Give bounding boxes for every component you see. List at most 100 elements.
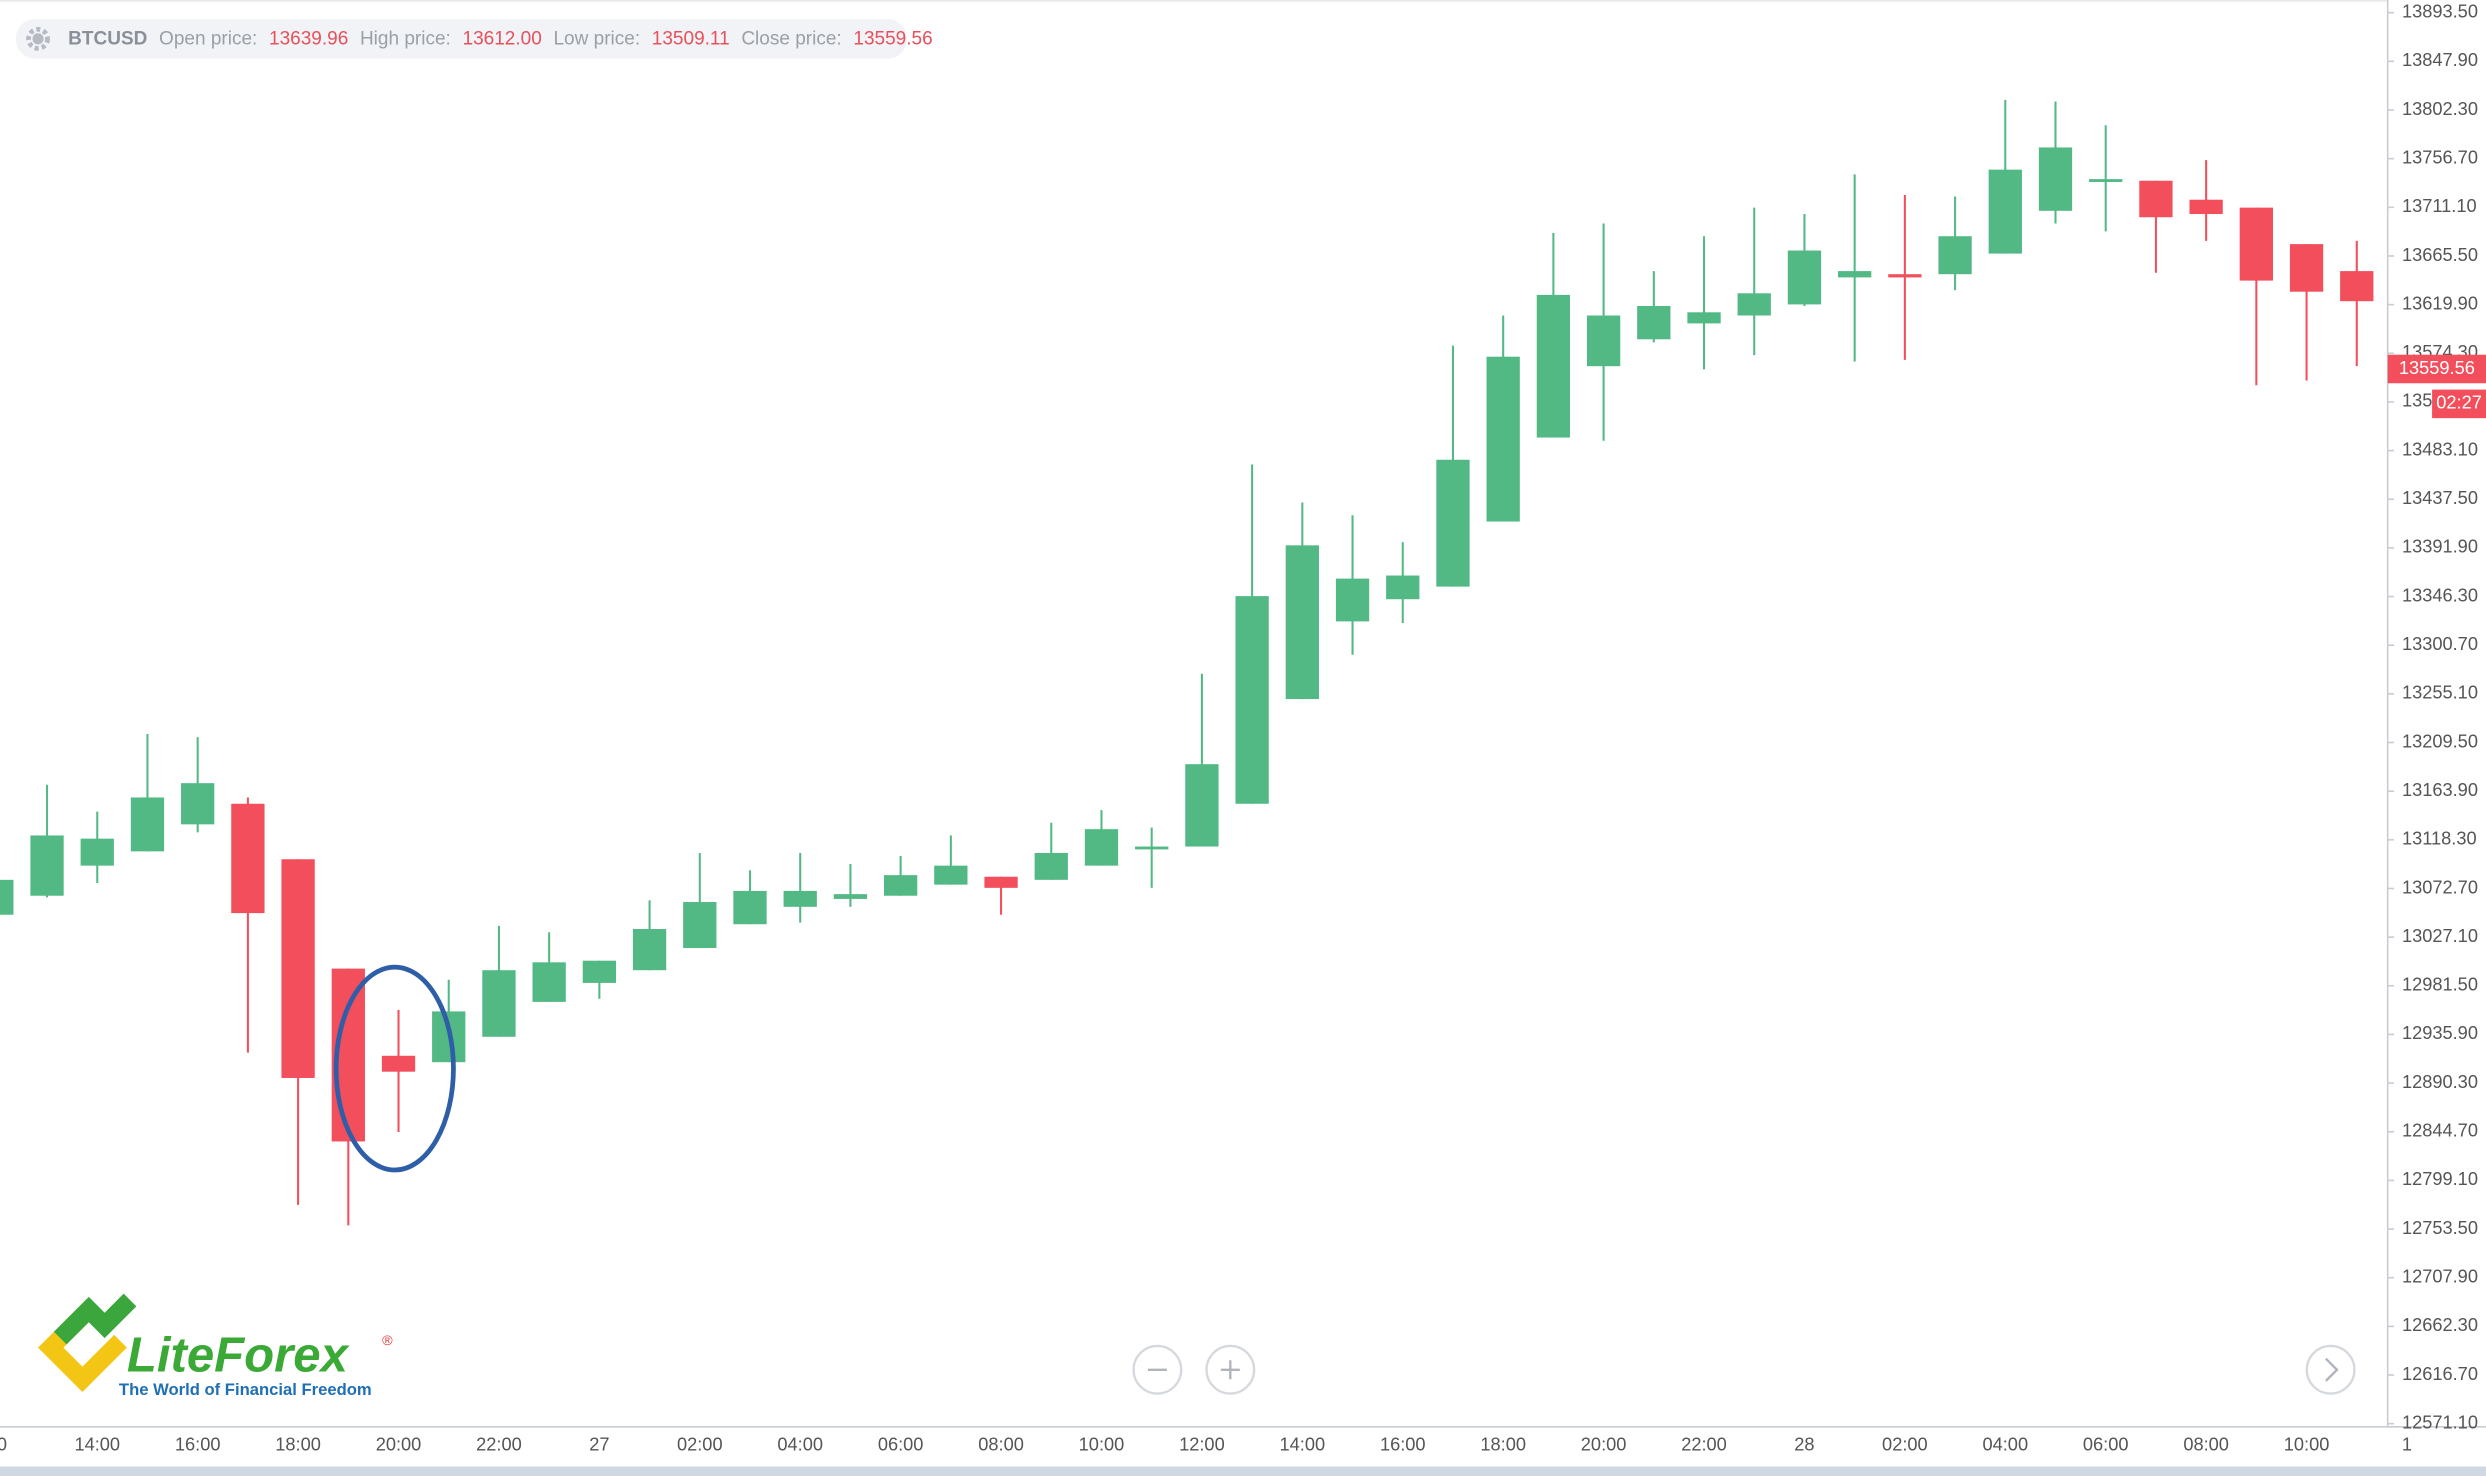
y-tick-label: 13437.50	[2402, 487, 2478, 508]
candle-body	[30, 835, 64, 896]
countdown-tag	[2432, 389, 2486, 419]
candle-body	[532, 962, 566, 1002]
y-tick-label: 13391.90	[2402, 536, 2478, 557]
candle-body	[2340, 271, 2374, 302]
x-tick-label: 20:00	[1581, 1434, 1627, 1455]
y-tick-label: 13619.90	[2402, 292, 2478, 313]
x-tick-label: 12:00	[1179, 1434, 1225, 1455]
candle-body	[1486, 356, 1520, 522]
candle-body	[80, 838, 114, 866]
x-tick-label: 16:00	[1380, 1434, 1426, 1455]
zoom-out-button[interactable]	[1132, 1344, 1183, 1395]
candle-body	[733, 890, 767, 925]
zoom-in-button[interactable]	[1205, 1344, 1256, 1395]
y-tick-label: 13711.10	[2402, 195, 2477, 216]
y-tick-label: 12844.70	[2402, 1120, 2478, 1141]
x-tick-label: 04:00	[777, 1434, 823, 1455]
last-price-tag	[2387, 354, 2486, 384]
x-tick-label: 10:00	[2284, 1434, 2330, 1455]
x-tick-label: 14:00	[74, 1434, 120, 1455]
candle-body	[281, 859, 315, 1078]
candle-body	[632, 929, 667, 971]
y-tick-label: 12799.10	[2402, 1168, 2478, 1189]
logo-green	[53, 1293, 137, 1345]
candle-body	[1787, 250, 1822, 305]
candle-body	[1586, 315, 1621, 367]
candle-body	[130, 797, 165, 852]
candle-body	[1084, 829, 1119, 866]
y-tick-label: 13118.30	[2402, 828, 2477, 849]
candle-body	[2139, 180, 2173, 218]
candle-body	[1536, 294, 1571, 438]
x-tick-label: 1	[2402, 1434, 2412, 1455]
ohlc-value: 13612.00	[463, 29, 542, 50]
header-info: BTCUSD Open price: 13639.96 High price: …	[68, 29, 933, 50]
symbol: BTCUSD	[68, 29, 147, 50]
x-tick-label: 08:00	[2183, 1434, 2229, 1455]
candle-body	[1938, 236, 1972, 275]
y-tick-label: 12890.30	[2402, 1071, 2478, 1092]
x-tick-label: 04:00	[1982, 1434, 2028, 1455]
candle-body	[1135, 846, 1169, 850]
x-tick-label: 16:00	[175, 1434, 221, 1455]
y-tick-label: 13346.30	[2402, 584, 2478, 605]
ohlc-value: 13509.11	[652, 29, 730, 50]
candle-body	[1888, 274, 1922, 278]
candle-body	[231, 803, 265, 914]
highlight-ellipse	[333, 964, 456, 1173]
x-tick-label: 28	[1794, 1434, 1814, 1455]
y-tick-label: 13300.70	[2402, 633, 2478, 654]
candle-body	[2289, 244, 2324, 292]
scroll-right-button[interactable]	[2305, 1344, 2356, 1395]
x-tick-label: 18:00	[275, 1434, 321, 1455]
y-tick-label: 12707.90	[2402, 1266, 2478, 1287]
candle-body	[1436, 459, 1470, 587]
y-tick-label: 13209.50	[2402, 730, 2478, 751]
candle-body	[1988, 169, 2022, 254]
candle-body	[1235, 596, 1269, 804]
x-tick-label: 06:00	[2083, 1434, 2129, 1455]
ohlc-value: 13639.96	[269, 29, 348, 50]
candle-body	[1386, 575, 1420, 600]
y-tick-label: 13756.70	[2402, 146, 2478, 167]
x-tick-label: 02:00	[677, 1434, 723, 1455]
candle-body	[2239, 207, 2273, 281]
countdown-label: 02:27	[2436, 392, 2482, 413]
logo-tagline: The World of Financial Freedom	[119, 1380, 372, 1399]
candle-body	[1838, 271, 1872, 278]
candle-body	[1285, 545, 1319, 700]
candle-body	[2038, 147, 2073, 211]
candle-body	[1687, 312, 1721, 324]
x-tick-label: 08:00	[978, 1434, 1024, 1455]
candle-body	[2089, 179, 2123, 182]
y-tick-label: 12662.30	[2402, 1314, 2478, 1335]
x-tick-label: 00	[0, 1434, 7, 1455]
y-tick-label: 13072.70	[2402, 876, 2478, 897]
bottom-bar	[0, 1466, 2486, 1476]
y-tick-label: 13847.90	[2402, 49, 2478, 70]
x-tick-label: 27	[589, 1434, 609, 1455]
candle-body	[381, 1055, 416, 1072]
plot-area	[0, 99, 2374, 1226]
y-tick-label: 13665.50	[2402, 244, 2478, 265]
logo-name: LiteForex	[127, 1329, 350, 1383]
ohlc-label: Low price:	[553, 29, 640, 50]
y-tick-label: 13893.50	[2402, 0, 2478, 21]
ohlc-value: 13559.56	[853, 29, 932, 50]
candle-body	[181, 783, 215, 825]
settings-icon[interactable]	[26, 26, 50, 51]
candle-body	[683, 902, 717, 949]
x-tick-label: 10:00	[1079, 1434, 1125, 1455]
y-tick-label: 13802.30	[2402, 98, 2478, 119]
ohlc-label: Open price:	[159, 29, 257, 50]
candle-body	[883, 875, 918, 896]
ohlc-label: High price:	[360, 29, 451, 50]
y-tick-label: 12981.50	[2402, 974, 2478, 995]
candle-body	[1034, 852, 1068, 880]
candle-body	[582, 960, 617, 983]
y-tick-label: 12753.50	[2402, 1217, 2478, 1238]
x-tick-label: 02:00	[1882, 1434, 1928, 1455]
y-tick-label: 13255.10	[2402, 682, 2478, 703]
